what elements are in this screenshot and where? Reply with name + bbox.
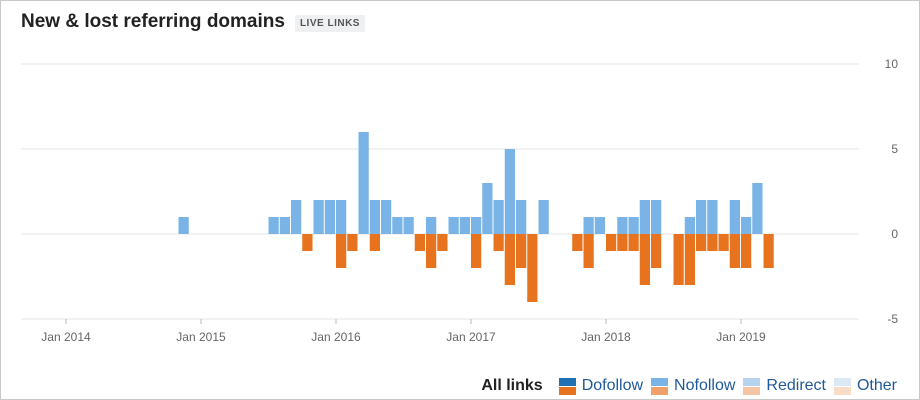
lost-domains-bar bbox=[493, 234, 504, 251]
new-domains-bar bbox=[516, 200, 527, 234]
legend-item-dofollow[interactable]: Dofollow bbox=[558, 377, 644, 395]
lost-domains-bar bbox=[583, 234, 594, 268]
new-domains-bar bbox=[628, 217, 639, 234]
redirect-swatch-icon bbox=[743, 377, 761, 395]
lost-domains-bar bbox=[684, 234, 695, 285]
other-swatch-icon bbox=[833, 377, 851, 395]
lost-domains-bar bbox=[572, 234, 583, 251]
lost-domains-bar bbox=[471, 234, 482, 268]
new-domains-bar bbox=[369, 200, 380, 234]
lost-domains-bar bbox=[504, 234, 515, 285]
new-domains-bar bbox=[583, 217, 594, 234]
live-links-badge: LIVE LINKS bbox=[294, 15, 365, 32]
new-domains-bar bbox=[729, 200, 740, 234]
new-domains-bar bbox=[403, 217, 414, 234]
new-domains-bar bbox=[279, 217, 290, 234]
dofollow-swatch-icon bbox=[558, 377, 576, 395]
lost-domains-bar bbox=[369, 234, 380, 251]
lost-domains-bar bbox=[527, 234, 538, 302]
chart-legend: All links Dofollow Nofollow Redirect Oth… bbox=[481, 377, 897, 395]
y-tick-label: 0 bbox=[891, 227, 898, 241]
lost-domains-bar bbox=[516, 234, 527, 268]
new-domains-bar bbox=[358, 132, 369, 234]
lost-domains-bar bbox=[628, 234, 639, 251]
lost-domains-bar bbox=[763, 234, 774, 268]
lost-domains-bar bbox=[302, 234, 313, 251]
new-domains-bar bbox=[651, 200, 662, 234]
new-domains-bar bbox=[336, 200, 347, 234]
new-domains-bar bbox=[324, 200, 335, 234]
widget-header: New & lost referring domains LIVE LINKS bbox=[21, 11, 365, 33]
new-domains-bar bbox=[291, 200, 302, 234]
lost-domains-bar bbox=[617, 234, 628, 251]
lost-domains-bar bbox=[606, 234, 617, 251]
lost-domains-bar bbox=[347, 234, 358, 251]
lost-domains-bar bbox=[414, 234, 425, 251]
new-domains-bar bbox=[178, 217, 189, 234]
new-domains-bar bbox=[684, 217, 695, 234]
x-tick-label: Jan 2019 bbox=[716, 330, 766, 344]
new-domains-bar bbox=[381, 200, 392, 234]
x-tick-label: Jan 2017 bbox=[446, 330, 496, 344]
legend-all-links[interactable]: All links bbox=[481, 377, 543, 394]
new-domains-bar bbox=[617, 217, 628, 234]
lost-domains-bar bbox=[336, 234, 347, 268]
lost-domains-bar bbox=[673, 234, 684, 285]
new-domains-bar bbox=[493, 200, 504, 234]
x-tick-label: Jan 2014 bbox=[41, 330, 91, 344]
lost-domains-bar bbox=[729, 234, 740, 268]
legend-label-redirect: Redirect bbox=[766, 377, 826, 394]
new-domains-bar bbox=[426, 217, 437, 234]
x-tick-label: Jan 2016 bbox=[311, 330, 361, 344]
new-domains-bar bbox=[313, 200, 324, 234]
lost-domains-bar bbox=[718, 234, 729, 251]
legend-label-other: Other bbox=[856, 377, 897, 394]
y-tick-label: -5 bbox=[887, 312, 898, 326]
new-domains-bar bbox=[459, 217, 470, 234]
x-tick-label: Jan 2015 bbox=[176, 330, 226, 344]
new-domains-bar bbox=[639, 200, 650, 234]
new-domains-bar bbox=[538, 200, 549, 234]
lost-domains-bar bbox=[696, 234, 707, 251]
lost-domains-bar bbox=[437, 234, 448, 251]
lost-domains-bar bbox=[639, 234, 650, 285]
new-domains-bar bbox=[752, 183, 763, 234]
new-domains-bar bbox=[268, 217, 279, 234]
new-domains-bar bbox=[392, 217, 403, 234]
y-tick-label: 5 bbox=[891, 142, 898, 156]
lost-domains-bar bbox=[707, 234, 718, 251]
new-domains-bar bbox=[741, 217, 752, 234]
legend-item-other[interactable]: Other bbox=[833, 377, 897, 395]
legend-label-nofollow: Nofollow bbox=[674, 377, 736, 394]
widget-title: New & lost referring domains bbox=[21, 11, 285, 32]
x-tick-label: Jan 2018 bbox=[581, 330, 631, 344]
lost-domains-bar bbox=[741, 234, 752, 268]
new-domains-bar bbox=[448, 217, 459, 234]
new-domains-bar bbox=[594, 217, 605, 234]
lost-domains-bar bbox=[651, 234, 662, 268]
new-domains-bar bbox=[504, 149, 515, 234]
new-domains-bar bbox=[482, 183, 493, 234]
new-domains-bar bbox=[707, 200, 718, 234]
y-tick-label: 10 bbox=[885, 57, 899, 71]
legend-label-dofollow: Dofollow bbox=[581, 377, 644, 394]
lost-domains-bar bbox=[426, 234, 437, 268]
legend-item-redirect[interactable]: Redirect bbox=[743, 377, 826, 395]
new-domains-bar bbox=[471, 217, 482, 234]
legend-item-nofollow[interactable]: Nofollow bbox=[651, 377, 735, 395]
nofollow-swatch-icon bbox=[651, 377, 669, 395]
new-domains-bar bbox=[696, 200, 707, 234]
